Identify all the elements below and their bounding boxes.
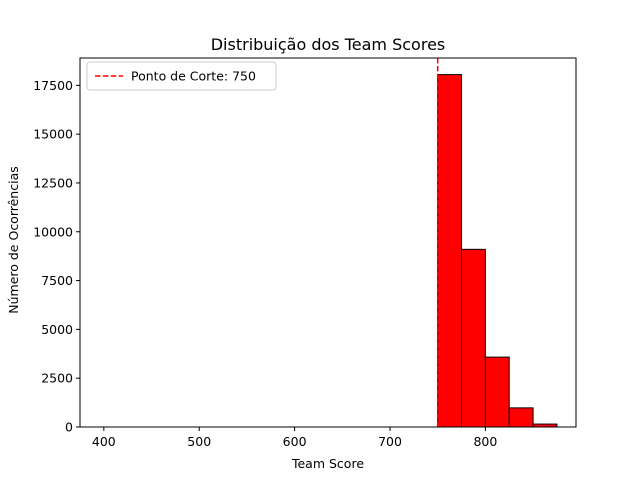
y-tick-label: 15000 <box>33 127 73 142</box>
legend: Ponto de Corte: 750 <box>86 61 277 91</box>
x-tick-label: 500 <box>187 434 211 449</box>
histogram-bars <box>437 74 558 428</box>
legend-box <box>86 61 277 91</box>
y-tick-label: 0 <box>65 420 73 435</box>
y-tick-label: 2500 <box>41 371 73 386</box>
histogram-bar <box>461 248 486 428</box>
y-axis-ticks: 0 2500 5000 7500 10000 12500 15000 17500 <box>33 78 80 435</box>
x-axis-label: Team Score <box>291 456 364 471</box>
histogram-bar <box>508 407 534 428</box>
x-axis-ticks: 400 500 600 700 800 <box>92 427 497 449</box>
x-tick-label: 400 <box>92 434 116 449</box>
x-tick-label: 700 <box>378 434 402 449</box>
y-tick-label: 17500 <box>33 78 73 93</box>
legend-label: Ponto de Corte: 750 <box>131 69 256 84</box>
y-tick-label: 5000 <box>41 322 73 337</box>
histogram-bar <box>437 74 463 428</box>
y-tick-label: 12500 <box>33 175 73 190</box>
x-tick-label: 800 <box>473 434 497 449</box>
y-axis-label: Número de Ocorrências <box>6 166 21 314</box>
y-tick-label: 7500 <box>41 273 73 288</box>
chart-title: Distribuição dos Team Scores <box>211 35 446 54</box>
x-tick-label: 600 <box>283 434 307 449</box>
y-tick-label: 10000 <box>33 224 73 239</box>
plot-frame <box>79 57 577 428</box>
histogram-bar <box>484 356 510 428</box>
